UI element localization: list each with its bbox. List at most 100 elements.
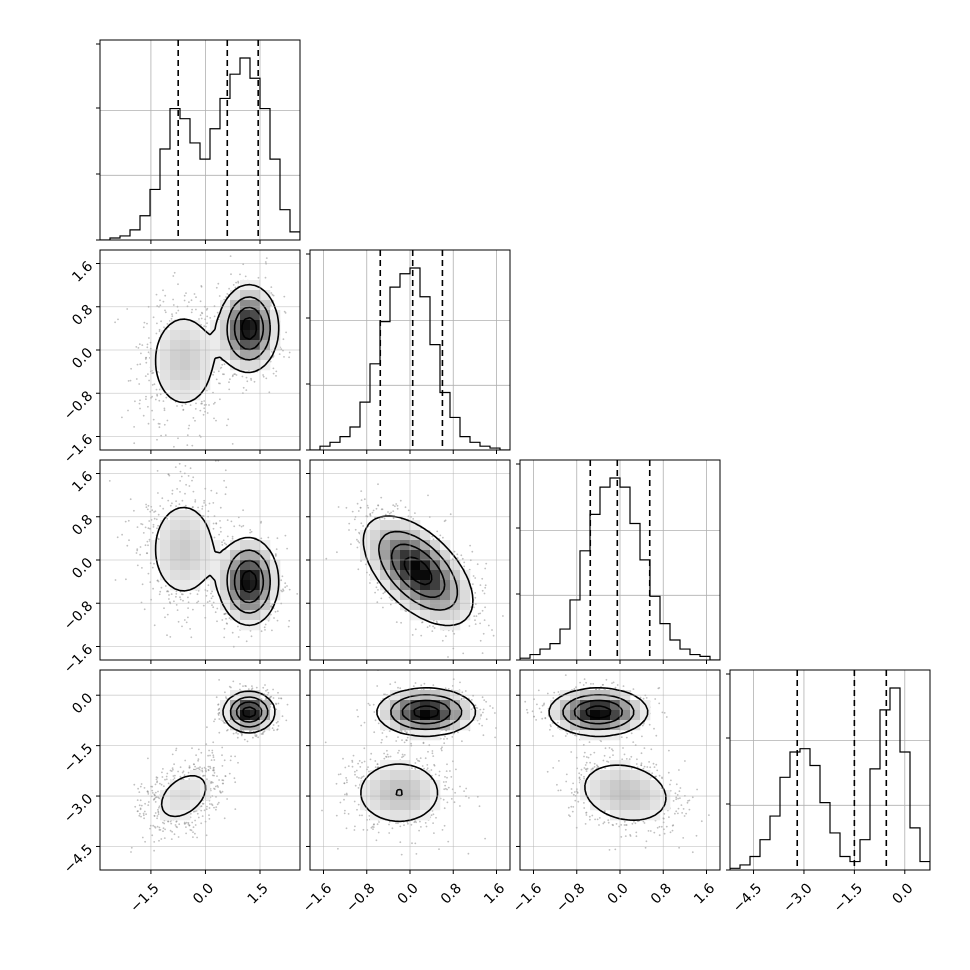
density-cell xyxy=(370,560,381,571)
density-cell xyxy=(240,560,251,571)
contour-level-3 xyxy=(241,569,258,594)
scatter-point xyxy=(325,557,328,560)
scatter-point xyxy=(274,553,277,555)
scatter-point xyxy=(479,639,482,642)
scatter-point xyxy=(238,524,241,527)
density-cell xyxy=(170,370,181,381)
scatter-point xyxy=(157,513,160,516)
density-cell xyxy=(160,330,171,341)
scatter-point xyxy=(136,549,139,552)
scatter-point xyxy=(463,561,466,564)
density-cell xyxy=(160,530,171,541)
scatter-point xyxy=(474,592,477,594)
density-cell xyxy=(440,550,451,561)
scatter-point xyxy=(388,512,391,515)
density-cell xyxy=(180,370,191,381)
scatter-point xyxy=(191,479,193,482)
scatter-point xyxy=(152,526,155,528)
scatter-point xyxy=(492,634,495,637)
scatter-point xyxy=(267,536,270,539)
scatter-point xyxy=(155,518,158,521)
density-cell xyxy=(260,580,271,591)
scatter-point xyxy=(195,296,197,299)
density-cell xyxy=(180,580,191,591)
density-cell xyxy=(220,350,231,361)
scatter-point xyxy=(394,505,396,508)
scatter-point xyxy=(209,317,212,319)
density-cell xyxy=(210,560,221,571)
scatter-point xyxy=(362,525,364,527)
scatter-point xyxy=(146,540,149,543)
scatter-point xyxy=(473,615,476,617)
density-cell xyxy=(160,380,171,391)
density-cell xyxy=(170,540,181,551)
scatter-point xyxy=(151,566,154,569)
scatter-point xyxy=(218,679,220,681)
scatter-point xyxy=(148,379,150,382)
scatter-point xyxy=(453,632,456,635)
density-cell xyxy=(170,390,181,401)
density-cell xyxy=(250,310,261,321)
scatter-point xyxy=(173,271,176,274)
scatter-point xyxy=(147,422,150,425)
scatter-point xyxy=(360,560,362,562)
density-cell xyxy=(440,610,451,621)
scatter-point xyxy=(260,630,263,633)
scatter-point xyxy=(177,309,180,312)
density-cell xyxy=(180,560,191,571)
density-cell xyxy=(450,560,461,571)
scatter-point xyxy=(180,593,183,596)
scatter-point xyxy=(168,598,170,600)
scatter-point xyxy=(211,604,213,607)
scatter-point xyxy=(226,519,229,521)
panel-content xyxy=(108,460,299,648)
scatter-point xyxy=(175,747,178,750)
scatter-point xyxy=(230,273,232,276)
scatter-point xyxy=(177,437,179,440)
scatter-point xyxy=(213,536,216,539)
scatter-point xyxy=(147,572,150,575)
scatter-point xyxy=(212,754,215,757)
density-cell xyxy=(210,540,221,551)
scatter-point xyxy=(141,344,144,346)
scatter-point xyxy=(375,586,378,589)
scatter-point xyxy=(176,488,178,490)
scatter-point xyxy=(149,827,151,830)
scatter-point xyxy=(142,414,145,417)
scatter-point xyxy=(288,351,291,354)
scatter-point xyxy=(171,315,174,318)
scatter-point xyxy=(183,619,186,621)
scatter-point xyxy=(380,597,383,600)
scatter-point xyxy=(165,482,167,484)
scatter-point xyxy=(235,374,238,376)
scatter-point xyxy=(159,590,162,593)
scatter-point xyxy=(201,402,203,405)
scatter-point xyxy=(479,584,482,586)
scatter-point xyxy=(144,526,147,529)
scatter-point xyxy=(166,590,168,593)
density-cell xyxy=(410,600,421,611)
density-cell xyxy=(260,590,271,601)
scatter-point xyxy=(474,603,477,605)
density-cell xyxy=(370,540,381,551)
scatter-point xyxy=(139,812,141,815)
scatter-point xyxy=(288,481,290,483)
scatter-point xyxy=(135,552,138,554)
scatter-panel-0-3 xyxy=(96,669,301,874)
scatter-point xyxy=(242,524,245,527)
density-cell xyxy=(390,520,401,531)
scatter-point xyxy=(153,562,155,565)
scatter-point xyxy=(371,511,374,514)
density-cell xyxy=(240,570,251,581)
scatter-point xyxy=(175,312,178,314)
density-cell xyxy=(190,350,201,361)
density-cell xyxy=(190,320,201,331)
scatter-point xyxy=(182,409,185,411)
density-cell xyxy=(190,330,201,341)
density-cell xyxy=(460,570,471,581)
scatter-point xyxy=(284,586,287,589)
scatter-point xyxy=(217,282,220,285)
density-cell xyxy=(440,600,451,611)
scatter-point xyxy=(171,313,173,316)
density-cell xyxy=(450,580,461,591)
